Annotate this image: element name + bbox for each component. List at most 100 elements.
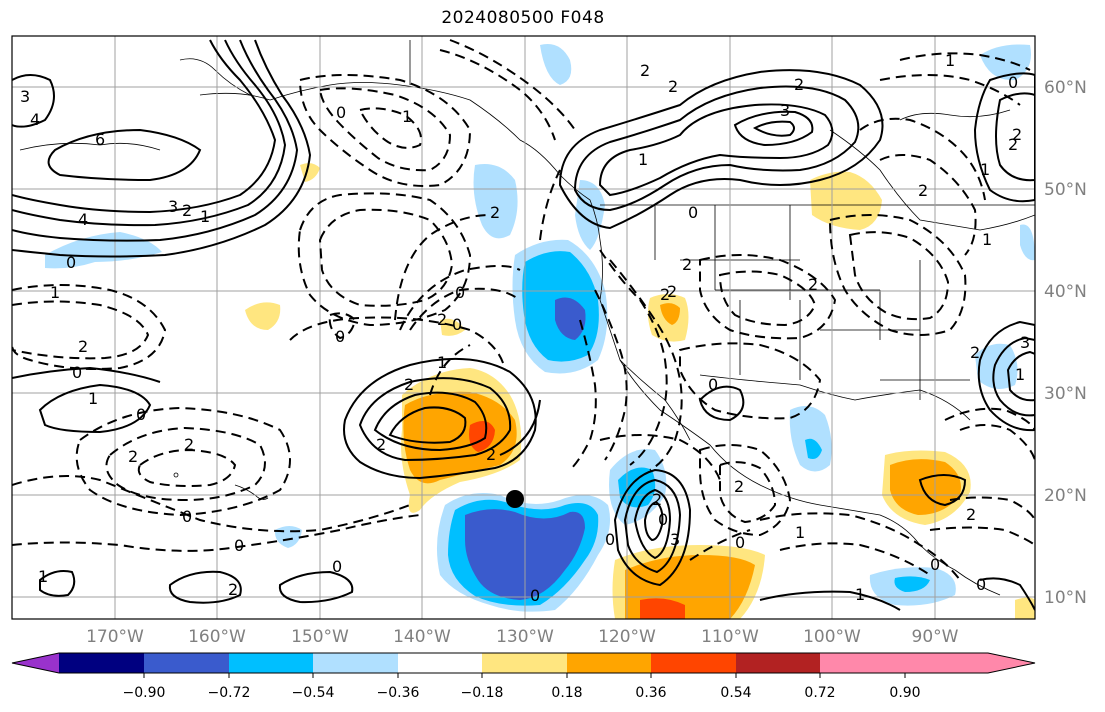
contour-label: 0: [708, 375, 718, 394]
contour-label: 2: [182, 201, 192, 220]
map-title: 2024080500 F048: [441, 8, 605, 28]
contour-label: 2: [667, 282, 677, 301]
contour-label: 2: [682, 255, 692, 274]
lon-label: 150°W: [291, 627, 349, 647]
contour-label: 0: [688, 203, 698, 222]
contour-label: 0: [136, 405, 146, 424]
contour-label: 0: [452, 315, 462, 334]
lon-label: 170°W: [86, 627, 144, 647]
contour-label: 2: [668, 77, 678, 96]
contour-label: 2: [78, 337, 88, 356]
colorbar-tick-label: −0.72: [208, 685, 251, 701]
colorbar-segment: [59, 653, 144, 673]
lat-label: 30°N: [1044, 384, 1087, 404]
contour-label: 1: [945, 51, 955, 70]
colorbar: −0.90 −0.72 −0.54 −0.36 −0.18 0.18 0.36 …: [11, 652, 1036, 701]
contour-label: 0: [336, 103, 346, 122]
colorbar-tick-label: 0.72: [804, 685, 835, 701]
contour-label: 2: [128, 447, 138, 466]
contour-label: 1: [38, 567, 48, 586]
contour-label: 2: [660, 285, 670, 304]
lon-label: 160°W: [188, 627, 246, 647]
contour-label: 0: [335, 327, 345, 346]
contour-label: 0: [735, 533, 745, 552]
contour-label: 3: [168, 197, 178, 216]
lon-label: 130°W: [496, 627, 554, 647]
contour-label: 6: [95, 130, 105, 149]
contour-label: 3: [1020, 333, 1030, 352]
anomaly-shading: [45, 44, 1035, 619]
colorbar-tick-label: −0.54: [292, 685, 335, 701]
colorbar-tick-label: 0.54: [720, 685, 751, 701]
map-area: 3 4 6 4 3 2 1 0 1 2 0 1 2 0 2 0 0 1 2 0 …: [12, 36, 1035, 619]
contour-label: 2: [640, 61, 650, 80]
contour-label: 0: [658, 510, 668, 529]
lon-label: 120°W: [598, 627, 656, 647]
lon-label: 140°W: [393, 627, 451, 647]
contour-label: 2: [486, 445, 496, 464]
contour-label: 1: [795, 523, 805, 542]
contour-label: 1: [50, 283, 60, 302]
colorbar-tick-label: −0.36: [377, 685, 420, 701]
lat-label: 20°N: [1044, 486, 1087, 506]
contour-label: 3: [780, 101, 790, 120]
lon-label: 90°W: [912, 627, 959, 647]
colorbar-segment: [651, 653, 736, 673]
contour-label: 0: [72, 363, 82, 382]
colorbar-extend-low: [12, 653, 59, 673]
contour-label: 3: [670, 530, 680, 549]
coastlines: [19, 40, 1035, 596]
contour-label: 2: [490, 203, 500, 222]
colorbar-segment: [482, 653, 567, 673]
contour-label: 0: [1008, 73, 1018, 92]
contour-label: 1: [638, 150, 648, 169]
contour-label: 2: [376, 435, 386, 454]
colorbar-segment: [398, 653, 482, 673]
contour-label: 0: [455, 283, 465, 302]
contour-label: 2: [794, 75, 804, 94]
colorbar-segment: [229, 653, 313, 673]
contour-label: 3: [20, 87, 30, 106]
colorbar-segment: [144, 653, 229, 673]
forecast-point-marker: [506, 490, 524, 508]
contour-label: 2: [734, 477, 744, 496]
colorbar-segment: [820, 653, 905, 673]
lat-label: 60°N: [1044, 78, 1087, 98]
positive-contours: [12, 39, 1035, 611]
contour-label: 1: [437, 353, 447, 372]
contour-label: 0: [530, 586, 540, 605]
contour-label: 2: [1008, 135, 1018, 154]
contour-label: 2: [808, 275, 818, 294]
lon-label: 100°W: [803, 627, 861, 647]
longitude-labels: 170°W 160°W 150°W 140°W 130°W 120°W 110°…: [86, 627, 959, 647]
colorbar-tick-label: −0.18: [461, 685, 504, 701]
colorbar-segment: [567, 653, 651, 673]
colorbar-tick-label: 0.90: [889, 685, 920, 701]
contour-label: 2: [404, 375, 414, 394]
colorbar-segment: [313, 653, 398, 673]
contour-label: 0: [930, 555, 940, 574]
contour-label: 0: [605, 530, 615, 549]
map-frame: [11, 35, 1036, 620]
contour-label: 1: [1015, 365, 1025, 384]
contour-label: 4: [30, 110, 40, 129]
negative-contours: [12, 39, 1035, 581]
lat-label: 50°N: [1044, 180, 1087, 200]
colorbar-tick-label: −0.90: [123, 685, 166, 701]
contour-labels: 3 4 6 4 3 2 1 0 1 2 0 1 2 0 2 0 0 1 2 0 …: [20, 51, 1030, 605]
lat-label: 40°N: [1044, 282, 1087, 302]
lat-label: 10°N: [1044, 588, 1087, 608]
colorbar-segment: [736, 653, 820, 673]
contour-label: 2: [437, 310, 447, 329]
contour-label: 0: [234, 536, 244, 555]
colorbar-tick-label: 0.18: [551, 685, 582, 701]
contour-label: 1: [982, 230, 992, 249]
contour-label: 0: [66, 253, 76, 272]
contour-label: 2: [966, 505, 976, 524]
contour-label: 0: [976, 575, 986, 594]
contour-label: 2: [228, 580, 238, 599]
contour-label: 1: [980, 160, 990, 179]
contour-label: 1: [855, 585, 865, 604]
colorbar-tick-label: 0.36: [635, 685, 666, 701]
